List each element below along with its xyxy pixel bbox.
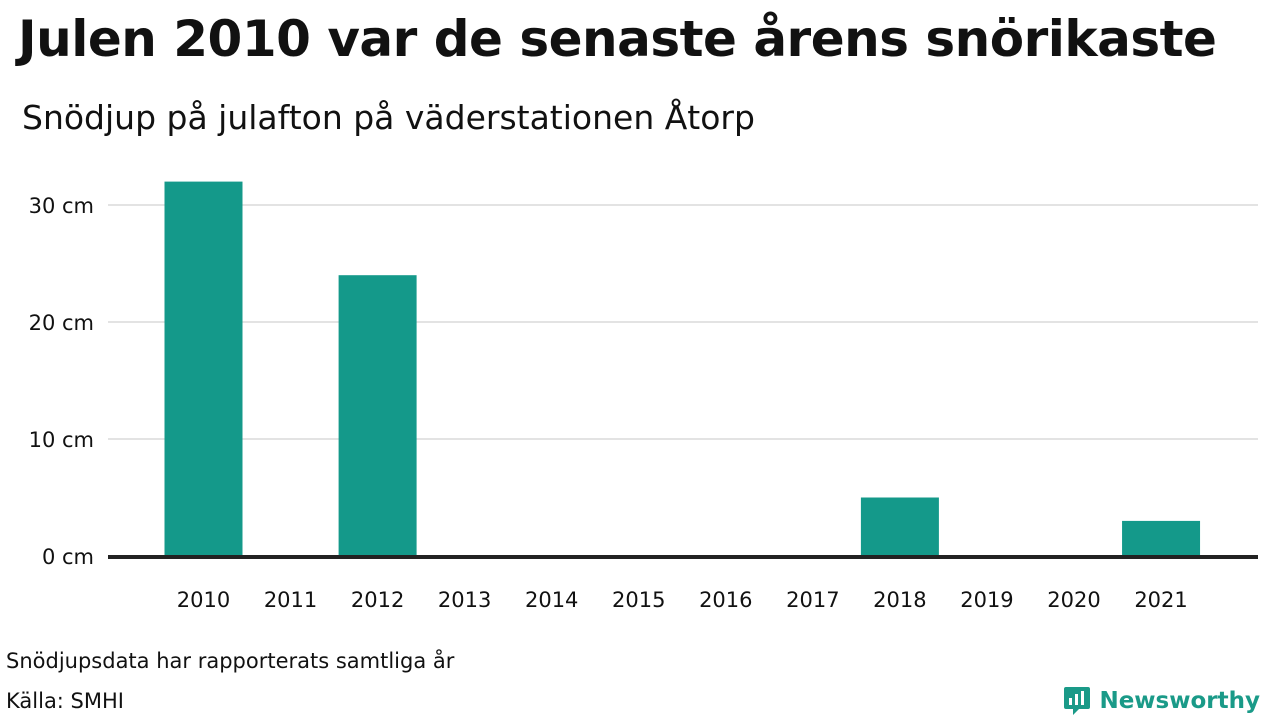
bar-2012 [338, 275, 417, 556]
x-tick-label: 2021 [1134, 588, 1187, 612]
newsworthy-brand: Newsworthy [1063, 686, 1260, 716]
chart-footnote: Snödjupsdata har rapporterats samtliga å… [6, 649, 455, 673]
y-tick-label: 0 cm [42, 545, 94, 569]
x-tick-label: 2011 [264, 588, 317, 612]
x-tick-label: 2013 [438, 588, 491, 612]
brand-name: Newsworthy [1099, 688, 1260, 714]
x-tick-label: 2020 [1047, 588, 1100, 612]
y-tick-label: 30 cm [29, 194, 94, 218]
bars [164, 181, 1201, 556]
x-tick-label: 2014 [525, 588, 578, 612]
x-tick-label: 2012 [351, 588, 404, 612]
x-tick-label: 2017 [786, 588, 839, 612]
bar-2021 [1122, 520, 1201, 556]
x-tick-label: 2016 [699, 588, 752, 612]
x-tick-label: 2010 [177, 588, 230, 612]
x-tick-label: 2015 [612, 588, 665, 612]
bar-chart: 0 cm 10 cm 20 cm 30 cm 2010 2011 2012 2013 2014 2… [29, 181, 1258, 612]
y-tick-label: 10 cm [29, 428, 94, 452]
bar-2010 [164, 181, 243, 556]
newsworthy-logo-icon [1064, 687, 1091, 715]
y-tick-label: 20 cm [29, 311, 94, 335]
chart-source: Källa: SMHI [6, 689, 124, 713]
chart-subtitle: Snödjup på julafton på väderstationen Åt… [22, 98, 755, 137]
tick-labels: 0 cm 10 cm 20 cm 30 cm 2010 2011 2012 2013 2014 2… [29, 194, 1188, 612]
gridlines [108, 204, 1258, 440]
x-tick-label: 2019 [960, 588, 1013, 612]
chart-title: Julen 2010 var de senaste årens snörikas… [18, 10, 1217, 68]
bar-2018 [860, 497, 939, 556]
x-tick-label: 2018 [873, 588, 926, 612]
